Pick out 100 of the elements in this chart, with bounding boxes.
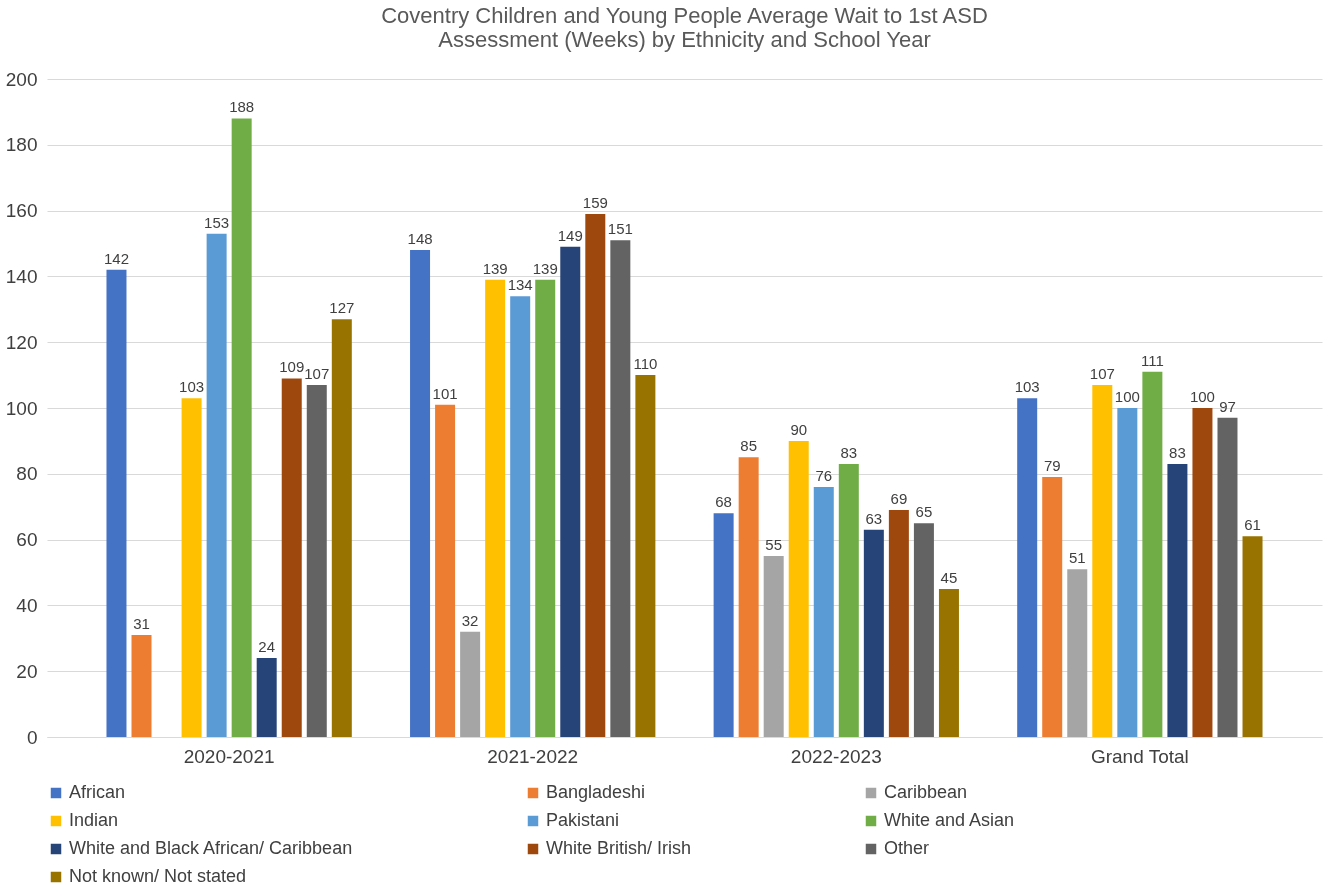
x-tick-label: 2021-2022 <box>487 745 579 767</box>
chart-title: Coventry Children and Young People Average Wait to 1st ASD Assessment (Weeks) by Ethnicity and School Year <box>381 3 988 52</box>
bar <box>485 279 506 737</box>
bar <box>838 463 859 737</box>
bar <box>1192 408 1213 737</box>
bar <box>913 523 934 737</box>
bar <box>435 404 456 737</box>
legend-label: White British/ Irish <box>546 838 692 858</box>
data-label: 101 <box>432 384 458 402</box>
bar <box>863 529 884 737</box>
data-label: 31 <box>133 615 150 633</box>
data-label: 103 <box>1014 378 1040 396</box>
data-label: 142 <box>103 249 129 267</box>
legend-label: Indian <box>69 810 119 830</box>
data-label: 85 <box>740 437 757 455</box>
data-label: 24 <box>258 638 276 656</box>
bar <box>1017 398 1038 737</box>
legend-label: Other <box>884 838 930 858</box>
data-label: 134 <box>507 276 533 294</box>
bar <box>460 631 481 737</box>
data-label: 97 <box>1219 397 1236 415</box>
bar <box>1217 417 1238 737</box>
data-label: 159 <box>582 193 608 211</box>
legend-label: White and Asian <box>884 810 1015 830</box>
bar <box>231 118 252 737</box>
data-label: 69 <box>890 489 908 507</box>
bar <box>306 384 327 737</box>
data-label: 51 <box>1068 549 1086 567</box>
data-label: 127 <box>329 299 355 317</box>
data-label: 107 <box>1089 364 1115 382</box>
data-label: 139 <box>532 259 558 277</box>
y-tick-label: 40 <box>16 594 38 616</box>
data-label: 45 <box>940 568 958 586</box>
bar <box>938 588 959 737</box>
data-label: 107 <box>304 364 330 382</box>
y-tick-label: 20 <box>16 660 38 682</box>
bar <box>1067 569 1088 737</box>
legend-label: Bangladeshi <box>546 782 646 802</box>
bar <box>1167 463 1188 737</box>
data-label: 32 <box>461 611 479 629</box>
bar <box>788 440 809 737</box>
data-label: 153 <box>204 213 230 231</box>
bar <box>1242 536 1263 737</box>
data-label: 111 <box>1140 351 1164 369</box>
y-tick-label: 180 <box>5 134 38 156</box>
y-tick-label: 120 <box>5 331 38 353</box>
data-label: 79 <box>1043 457 1061 475</box>
bar <box>560 246 581 737</box>
data-label: 148 <box>407 230 433 248</box>
bar <box>131 635 152 737</box>
bar <box>713 513 734 737</box>
bar <box>535 279 556 737</box>
bar <box>1092 384 1113 737</box>
data-label: 139 <box>482 259 508 277</box>
bar <box>738 457 759 737</box>
bar <box>331 319 352 737</box>
legend-label: White and Black African/ Caribbean <box>69 838 353 858</box>
legend-label: Not known/ Not stated <box>69 866 247 886</box>
y-tick-label: 200 <box>5 68 38 90</box>
bar <box>610 240 631 737</box>
bar <box>635 375 656 737</box>
bar <box>410 250 431 737</box>
data-label: 149 <box>557 226 583 244</box>
legend-label: Pakistani <box>546 810 620 830</box>
bar <box>585 213 606 737</box>
data-label: 90 <box>790 420 808 438</box>
data-label: 63 <box>865 509 883 527</box>
data-label: 83 <box>1169 443 1186 461</box>
bar <box>1117 408 1138 737</box>
y-tick-label: 60 <box>16 529 38 551</box>
data-label: 61 <box>1244 516 1261 534</box>
x-tick-label: 2022-2023 <box>790 745 882 767</box>
bar <box>106 269 127 737</box>
x-tick-label: 2020-2021 <box>183 745 275 767</box>
data-label: 100 <box>1114 388 1140 405</box>
bar <box>763 556 784 737</box>
legend-label: African <box>69 782 126 802</box>
y-tick-label: 140 <box>5 265 38 287</box>
data-label: 188 <box>229 98 255 116</box>
y-tick-label: 100 <box>5 397 38 419</box>
data-label: 110 <box>633 355 658 373</box>
bar <box>1142 371 1163 737</box>
x-tick-label: Grand Total <box>1090 745 1189 767</box>
data-label: 151 <box>607 220 633 238</box>
bar <box>1042 477 1063 737</box>
bar <box>256 658 277 737</box>
y-tick-label: 80 <box>16 463 38 485</box>
bar <box>888 509 909 737</box>
bar <box>206 233 227 737</box>
data-label: 65 <box>915 503 933 521</box>
data-label: 100 <box>1189 388 1215 405</box>
legend-label: Caribbean <box>884 782 968 802</box>
y-tick-label: 160 <box>5 200 38 222</box>
data-label: 76 <box>815 466 833 484</box>
bar <box>281 378 302 737</box>
data-label: 68 <box>715 493 732 511</box>
data-label: 109 <box>279 358 305 376</box>
bar <box>181 398 202 737</box>
data-label: 83 <box>840 443 858 461</box>
data-label: 55 <box>765 536 783 554</box>
